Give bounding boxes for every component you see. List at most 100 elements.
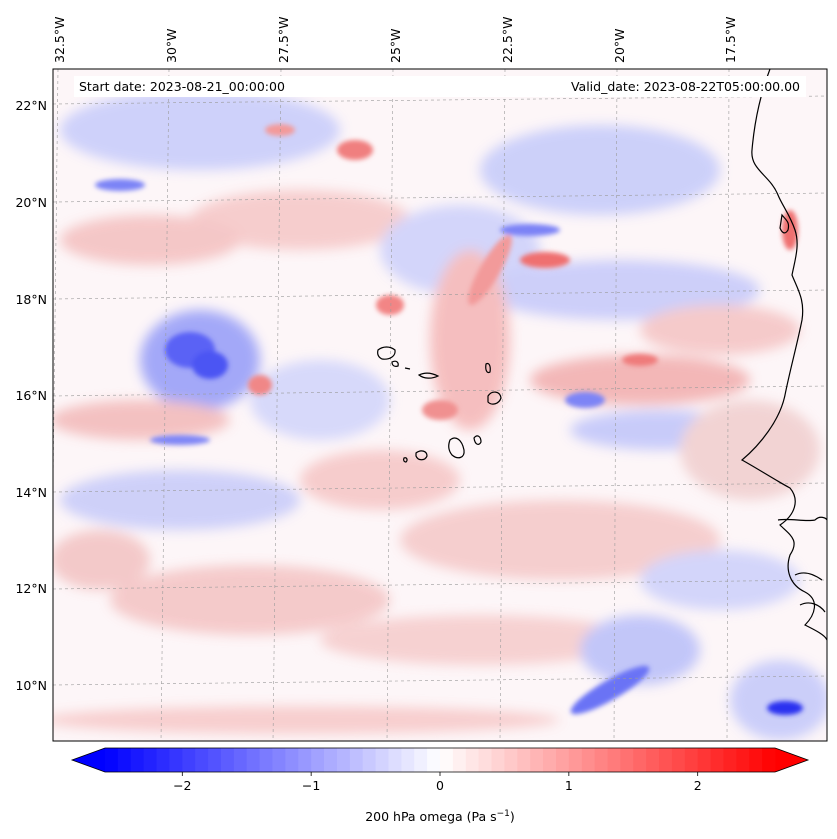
colorbar-step	[568, 748, 583, 772]
colorbar-step	[220, 748, 235, 772]
colorbar-step	[452, 748, 467, 772]
island-brava	[403, 457, 408, 463]
lon-label: 32.5°W	[52, 17, 67, 63]
map-panel: Start date: 2023-08-21_00:00:00 Valid_da…	[15, 17, 828, 742]
colorbar-step	[581, 748, 596, 772]
colorbar-step	[336, 748, 351, 772]
lat-label: 14°N	[15, 485, 47, 500]
colorbar-step	[156, 748, 170, 772]
colorbar-step	[311, 748, 325, 772]
coast-detail-gambia	[777, 516, 827, 522]
colorbar-step	[375, 748, 389, 772]
africa-coastline	[740, 69, 827, 641]
colorbar-step	[749, 748, 763, 772]
colorbar-step	[646, 748, 660, 772]
island-santo-antao	[377, 346, 396, 360]
island-sal	[485, 362, 491, 374]
colorbar-step	[143, 748, 158, 772]
longitude-labels: 32.5°W 30°W 27.5°W 25°W 22.5°W 20°W 17.5…	[52, 17, 738, 63]
colorbar-outline	[70, 747, 810, 773]
colorbar-stripes	[105, 748, 776, 772]
island-boa-vista	[487, 391, 502, 405]
colorbar-step	[285, 748, 299, 772]
coastlines	[377, 69, 827, 641]
colorbar-step	[530, 748, 544, 772]
lon-label: 17.5°W	[723, 17, 738, 63]
lat-label: 20°N	[15, 195, 47, 210]
colorbar-step	[246, 748, 261, 772]
colorbar-label-exponent: −1	[497, 809, 510, 819]
lat-label: 10°N	[15, 678, 47, 693]
latitude-labels: 22°N 20°N 18°N 16°N 14°N 12°N 10°N	[15, 98, 47, 693]
graticule	[53, 69, 827, 741]
colorbar-step	[130, 748, 145, 772]
island-maio	[473, 435, 482, 445]
island-santa-luzia	[404, 367, 411, 370]
lat-label: 18°N	[15, 292, 47, 307]
colorbar-tick-label: −2	[173, 778, 191, 793]
colorbar-step	[478, 748, 493, 772]
colorbar-step	[169, 748, 183, 772]
colorbar-ticks: −2 −1 0 1 2	[173, 772, 702, 793]
colorbar-step	[607, 748, 621, 772]
omega-field	[53, 90, 827, 740]
colorbar-step	[427, 748, 441, 772]
island-sao-vicente	[391, 360, 399, 367]
colorbar-step	[710, 748, 724, 772]
colorbar-step	[105, 748, 119, 772]
lon-label: 30°W	[164, 28, 179, 63]
colorbar-tick-label: 0	[436, 778, 444, 793]
colorbar-tick-label: 1	[565, 778, 573, 793]
map-frame	[52, 68, 828, 742]
colorbar-step	[555, 748, 570, 772]
colorbar-step	[723, 748, 737, 772]
coast-detail-north	[779, 213, 790, 234]
valid-date-label: Valid_date: 2023-08-22T05:00:00.00	[571, 79, 800, 94]
island-santiago	[448, 437, 465, 459]
colorbar-step	[517, 748, 531, 772]
colorbar-label: 200 hPa omega (Pa s−1)	[365, 809, 515, 824]
colorbar-tick-label: −1	[302, 778, 320, 793]
colorbar-step	[208, 748, 222, 772]
colorbar-step	[465, 748, 480, 772]
colorbar-step	[491, 748, 505, 772]
date-banner	[74, 76, 806, 97]
colorbar-step	[659, 748, 673, 772]
coast-detail-bissau	[794, 572, 826, 613]
colorbar-step	[362, 748, 377, 772]
colorbar-step	[349, 748, 364, 772]
colorbar-step	[401, 748, 415, 772]
colorbar-step	[504, 748, 518, 772]
colorbar-step	[117, 748, 132, 772]
colorbar-step	[324, 748, 338, 772]
colorbar-step	[620, 748, 634, 772]
lon-label: 25°W	[388, 28, 403, 63]
lon-label: 22.5°W	[500, 17, 515, 63]
colorbar-step	[684, 748, 699, 772]
colorbar-step	[633, 748, 647, 772]
colorbar-step	[736, 748, 750, 772]
colorbar-label-main: 200 hPa omega (Pa s	[365, 809, 496, 824]
colorbar-step	[697, 748, 712, 772]
colorbar-step	[543, 748, 557, 772]
lon-label: 27.5°W	[276, 17, 291, 63]
colorbar-min-extend	[72, 748, 105, 772]
colorbar: −2 −1 0 1 2 200 hPa omega (Pa s−1)	[70, 747, 810, 824]
colorbar-step	[440, 748, 454, 772]
island-fogo	[415, 450, 428, 461]
lon-label: 20°W	[612, 28, 627, 63]
colorbar-tick-label: 2	[694, 778, 702, 793]
island-sao-nicolau	[417, 372, 440, 379]
colorbar-step	[195, 748, 209, 772]
colorbar-step	[182, 748, 196, 772]
colorbar-step	[388, 748, 402, 772]
colorbar-step	[259, 748, 273, 772]
lat-label: 12°N	[15, 581, 47, 596]
lat-label: 16°N	[15, 388, 47, 403]
colorbar-step	[233, 748, 248, 772]
colorbar-label-close: )	[510, 809, 515, 824]
start-date-label: Start date: 2023-08-21_00:00:00	[79, 79, 285, 94]
colorbar-step	[414, 748, 428, 772]
colorbar-step	[594, 748, 608, 772]
